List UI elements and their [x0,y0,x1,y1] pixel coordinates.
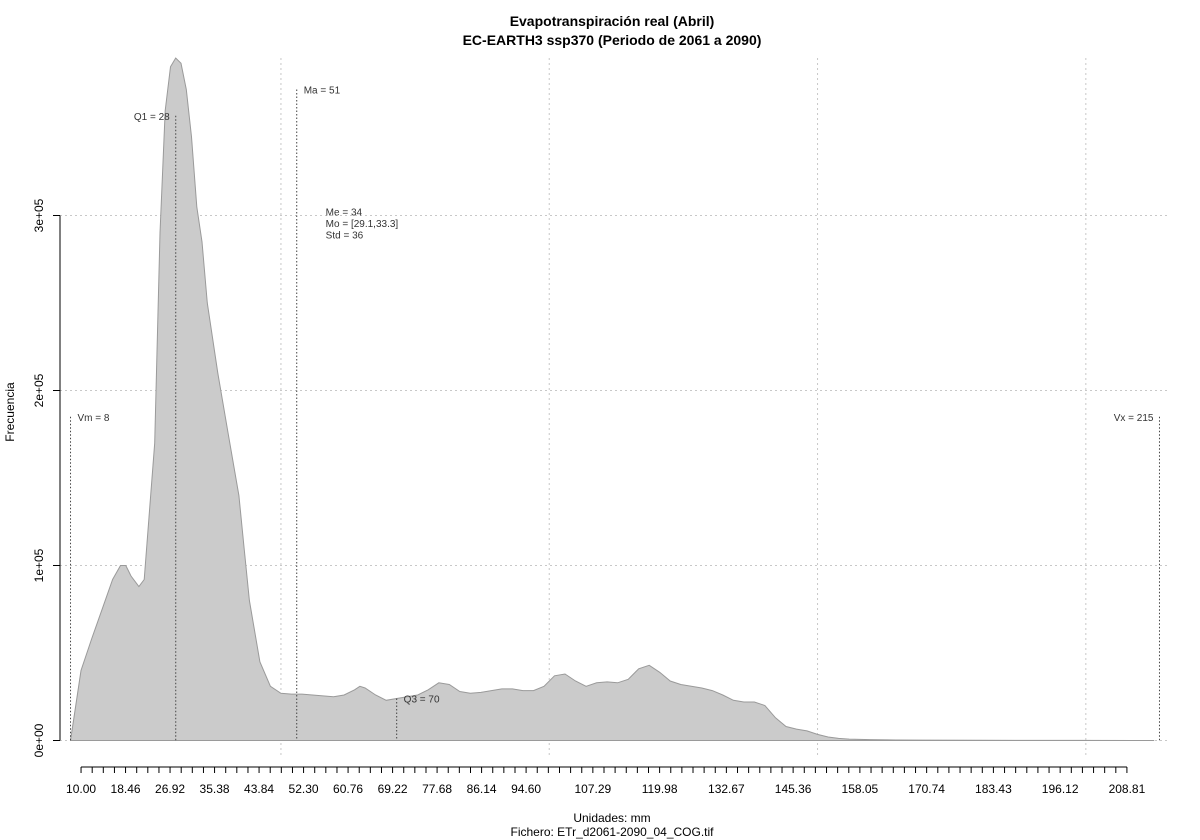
y-tick-label-3: 3e+05 [32,198,46,232]
density-area [69,57,1155,741]
x-tick-label-13: 132.67 [708,782,745,796]
x-tick-label-15: 158.05 [842,782,879,796]
x-tick-label-6: 60.76 [333,782,363,796]
stats-line-0: Me = 34 [326,208,363,219]
axes: 0e+00 1e+05 2e+05 3e+05 10.00 18.46 26.92 35.38… [32,198,1146,796]
reference-label-2: Ma = 51 [304,86,341,97]
y-tick-label-0: 0e+00 [32,723,46,757]
x-tick-label-18: 196.12 [1042,782,1079,796]
x-axis-title: Unidades: mm [573,811,650,825]
reference-label-4: Vx = 215 [1114,413,1154,424]
x-tick-label-11: 107.29 [575,782,612,796]
stats-line-2: Std = 36 [326,231,364,242]
x-tick-label-12: 119.98 [642,782,678,796]
x-tick-label-17: 183.43 [975,782,1012,796]
reference-lines: Vm = 8 Q1 = 28 Ma = 51 Q3 = 70 Vx = 215 Me = … [70,86,1160,741]
y-axis-title: Frecuencia [3,382,17,442]
file-caption: Fichero: ETr_d2061-2090_04_COG.tif [511,825,715,839]
x-tick-label-0: 10.00 [66,782,96,796]
y-tick-label-2: 2e+05 [32,373,46,407]
reference-label-1: Q1 = 28 [134,112,170,123]
chart-title: Evapotranspiración real (Abril) [510,13,715,29]
x-tick-label-19: 208.81 [1109,782,1146,796]
x-tick-label-9: 86.14 [467,782,497,796]
x-tick-label-5: 52.30 [289,782,319,796]
reference-label-3: Q3 = 70 [404,695,440,706]
x-tick-label-4: 43.84 [244,782,274,796]
x-tick-label-14: 145.36 [775,782,812,796]
x-tick-label-2: 26.92 [155,782,185,796]
x-tick-label-1: 18.46 [111,782,141,796]
x-tick-label-16: 170.74 [908,782,945,796]
x-tick-label-10: 94.60 [511,782,541,796]
density-area-path [69,57,1155,741]
stats-line-1: Mo = [29.1,33.3] [326,219,399,230]
y-tick-label-1: 1e+05 [32,548,46,582]
x-tick-label-7: 69.22 [378,782,408,796]
x-tick-label-3: 35.38 [200,782,230,796]
chart-subtitle: EC-EARTH3 ssp370 (Periodo de 2061 a 2090… [463,32,762,48]
reference-label-0: Vm = 8 [78,413,110,424]
x-tick-label-8: 77.68 [422,782,452,796]
